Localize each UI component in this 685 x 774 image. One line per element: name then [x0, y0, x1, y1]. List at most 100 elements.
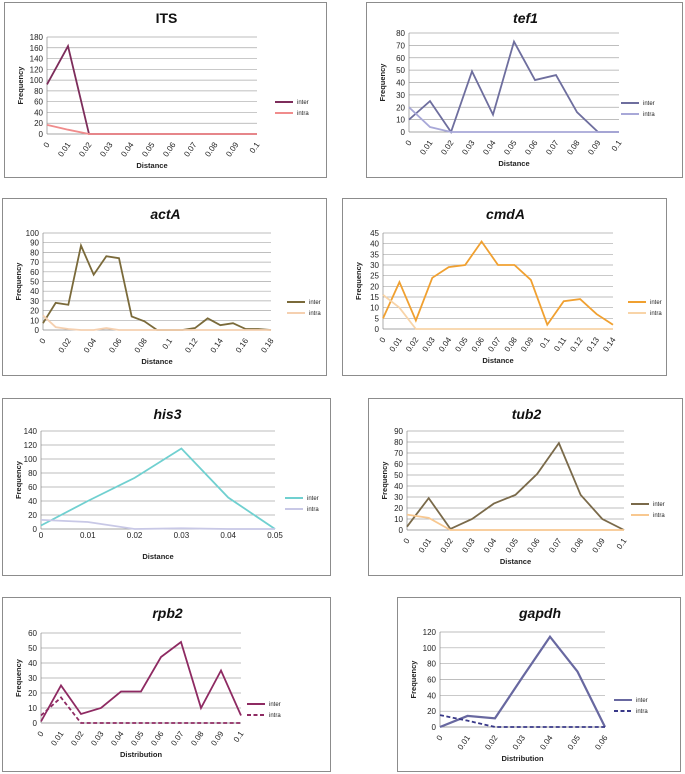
y-tick-label: 60 — [30, 268, 39, 277]
y-tick-label: 80 — [396, 29, 405, 38]
x-tick-label: 0 — [39, 531, 44, 540]
y-tick-label: 40 — [370, 240, 379, 249]
legend-label-inter: inter — [297, 100, 309, 106]
y-tick-label: 140 — [30, 55, 44, 64]
legend-label-intra: intra — [297, 111, 309, 117]
y-tick-label: 100 — [30, 76, 44, 85]
x-tick-label: 0.07 — [544, 138, 561, 156]
x-tick-label: 0.03 — [89, 729, 106, 747]
chart-panel-his3: his3 0 20 40 60 80 100 120 140 0 0.01 0.02 0.03 0.04 0… — [2, 398, 331, 576]
y-tick-label: 160 — [30, 44, 44, 53]
x-axis-label: Distance — [142, 552, 173, 561]
legend-label-intra: intra — [269, 713, 281, 719]
y-tick-label: 20 — [427, 707, 436, 716]
y-tick-label: 140 — [24, 427, 38, 436]
x-tick-label: 0.13 — [585, 335, 602, 353]
series-line-inter — [408, 39, 619, 134]
y-tick-label: 20 — [396, 103, 405, 112]
x-tick-label: 0.02 — [77, 140, 94, 158]
y-tick-label: 0 — [33, 719, 38, 728]
x-tick-label: 0.09 — [591, 536, 608, 554]
y-tick-label: 50 — [394, 471, 403, 480]
y-tick-label: 10 — [394, 515, 403, 524]
x-axis-label: Distance — [500, 557, 531, 566]
y-tick-label: 40 — [394, 482, 403, 491]
y-tick-label: 15 — [370, 293, 379, 302]
x-tick-label: 0.06 — [593, 733, 610, 751]
x-tick-label: 0.1 — [615, 536, 629, 551]
x-tick-label: 0.1 — [610, 138, 624, 153]
x-tick-label: 0 — [36, 729, 46, 738]
y-tick-label: 20 — [28, 689, 37, 698]
y-tick-label: 100 — [423, 644, 437, 653]
x-tick-label: 0.04 — [220, 531, 236, 540]
series-line-intra — [46, 123, 257, 135]
y-tick-label: 60 — [427, 676, 436, 685]
x-tick-label: 0.05 — [453, 335, 470, 353]
x-tick-label: 0.01 — [388, 335, 405, 353]
y-tick-label: 100 — [26, 229, 40, 238]
x-tick-label: 0.1 — [232, 729, 246, 744]
x-axis-label: Distance — [498, 159, 529, 168]
x-tick-label: 0.07 — [182, 140, 199, 158]
legend-label-inter: inter — [636, 698, 648, 704]
x-tick-label: 0.05 — [140, 140, 157, 158]
series-line-intra — [408, 106, 619, 133]
x-tick-label: 0.04 — [109, 729, 126, 747]
y-axis-label: Frequency — [409, 660, 418, 699]
y-tick-label: 80 — [34, 87, 43, 96]
chart-panel-tef1: tef1 0 10 20 30 40 50 60 70 80 0 0.01 0.02 0.03 0.04 0.… — [366, 2, 683, 178]
x-tick-label: 0.04 — [538, 733, 555, 751]
legend-label-intra: intra — [636, 709, 648, 715]
y-tick-label: 30 — [394, 493, 403, 502]
x-axis-label: Distance — [136, 161, 167, 170]
series-line-intra — [40, 696, 241, 724]
x-tick-label: 0.1 — [538, 335, 552, 350]
x-tick-label: 0.07 — [486, 335, 503, 353]
series-line-intra — [406, 513, 624, 531]
x-tick-label: 0.01 — [80, 531, 96, 540]
chart-gapdh: gapdh 0 20 40 60 80 100 120 0 0.01 0.02 0.03 0.04 0.0… — [409, 605, 648, 763]
x-tick-label: 0.09 — [586, 138, 603, 156]
y-tick-label: 30 — [28, 674, 37, 683]
y-tick-label: 70 — [30, 258, 39, 267]
x-tick-label: 0.06 — [525, 536, 542, 554]
y-tick-label: 70 — [396, 41, 405, 50]
legend-label-intra: intra — [643, 112, 655, 118]
x-tick-label: 0.14 — [209, 336, 226, 354]
x-tick-label: 0.06 — [149, 729, 166, 747]
legend-label-intra: intra — [650, 311, 662, 317]
chart-panel-actA: actA 0 10 20 30 40 50 60 70 80 90 100 0 0.02 0.04 0.06 0… — [2, 198, 327, 376]
x-tick-label: 0.02 — [439, 536, 456, 554]
chart-panel-cmdA: cmdA 0 5 10 15 20 25 30 35 40 45 0 0.01 0.02 0.03 0.04 0… — [342, 198, 667, 376]
chart-title: cmdA — [486, 206, 525, 222]
y-tick-label: 100 — [24, 455, 38, 464]
x-tick-label: 0.03 — [511, 733, 528, 751]
y-tick-label: 120 — [24, 441, 38, 450]
y-tick-label: 80 — [28, 469, 37, 478]
x-tick-label: 0.16 — [234, 336, 251, 354]
series-line-intra — [439, 714, 605, 728]
y-tick-label: 50 — [30, 278, 39, 287]
x-tick-label: 0.01 — [56, 140, 73, 158]
legend-label-inter: inter — [269, 702, 281, 708]
chart-title: his3 — [153, 406, 181, 422]
legend-label-inter: inter — [650, 300, 662, 306]
x-tick-label: 0 — [435, 733, 445, 742]
x-tick-label: 0.08 — [503, 335, 520, 353]
y-tick-label: 90 — [30, 239, 39, 248]
x-tick-label: 0.05 — [502, 138, 519, 156]
y-tick-label: 0 — [35, 326, 40, 335]
legend-label-intra: intra — [309, 311, 321, 317]
x-tick-label: 0.06 — [107, 336, 124, 354]
y-tick-label: 40 — [427, 691, 436, 700]
x-tick-label: 0.05 — [566, 733, 583, 751]
x-tick-label: 0.02 — [404, 335, 421, 353]
chart-title: tub2 — [512, 406, 542, 422]
chart-title: tef1 — [513, 10, 538, 26]
x-tick-label: 0.08 — [133, 336, 150, 354]
x-tick-label: 0.01 — [49, 729, 66, 747]
y-tick-label: 20 — [370, 282, 379, 291]
